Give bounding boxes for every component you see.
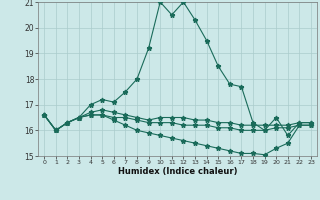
X-axis label: Humidex (Indice chaleur): Humidex (Indice chaleur) [118,167,237,176]
